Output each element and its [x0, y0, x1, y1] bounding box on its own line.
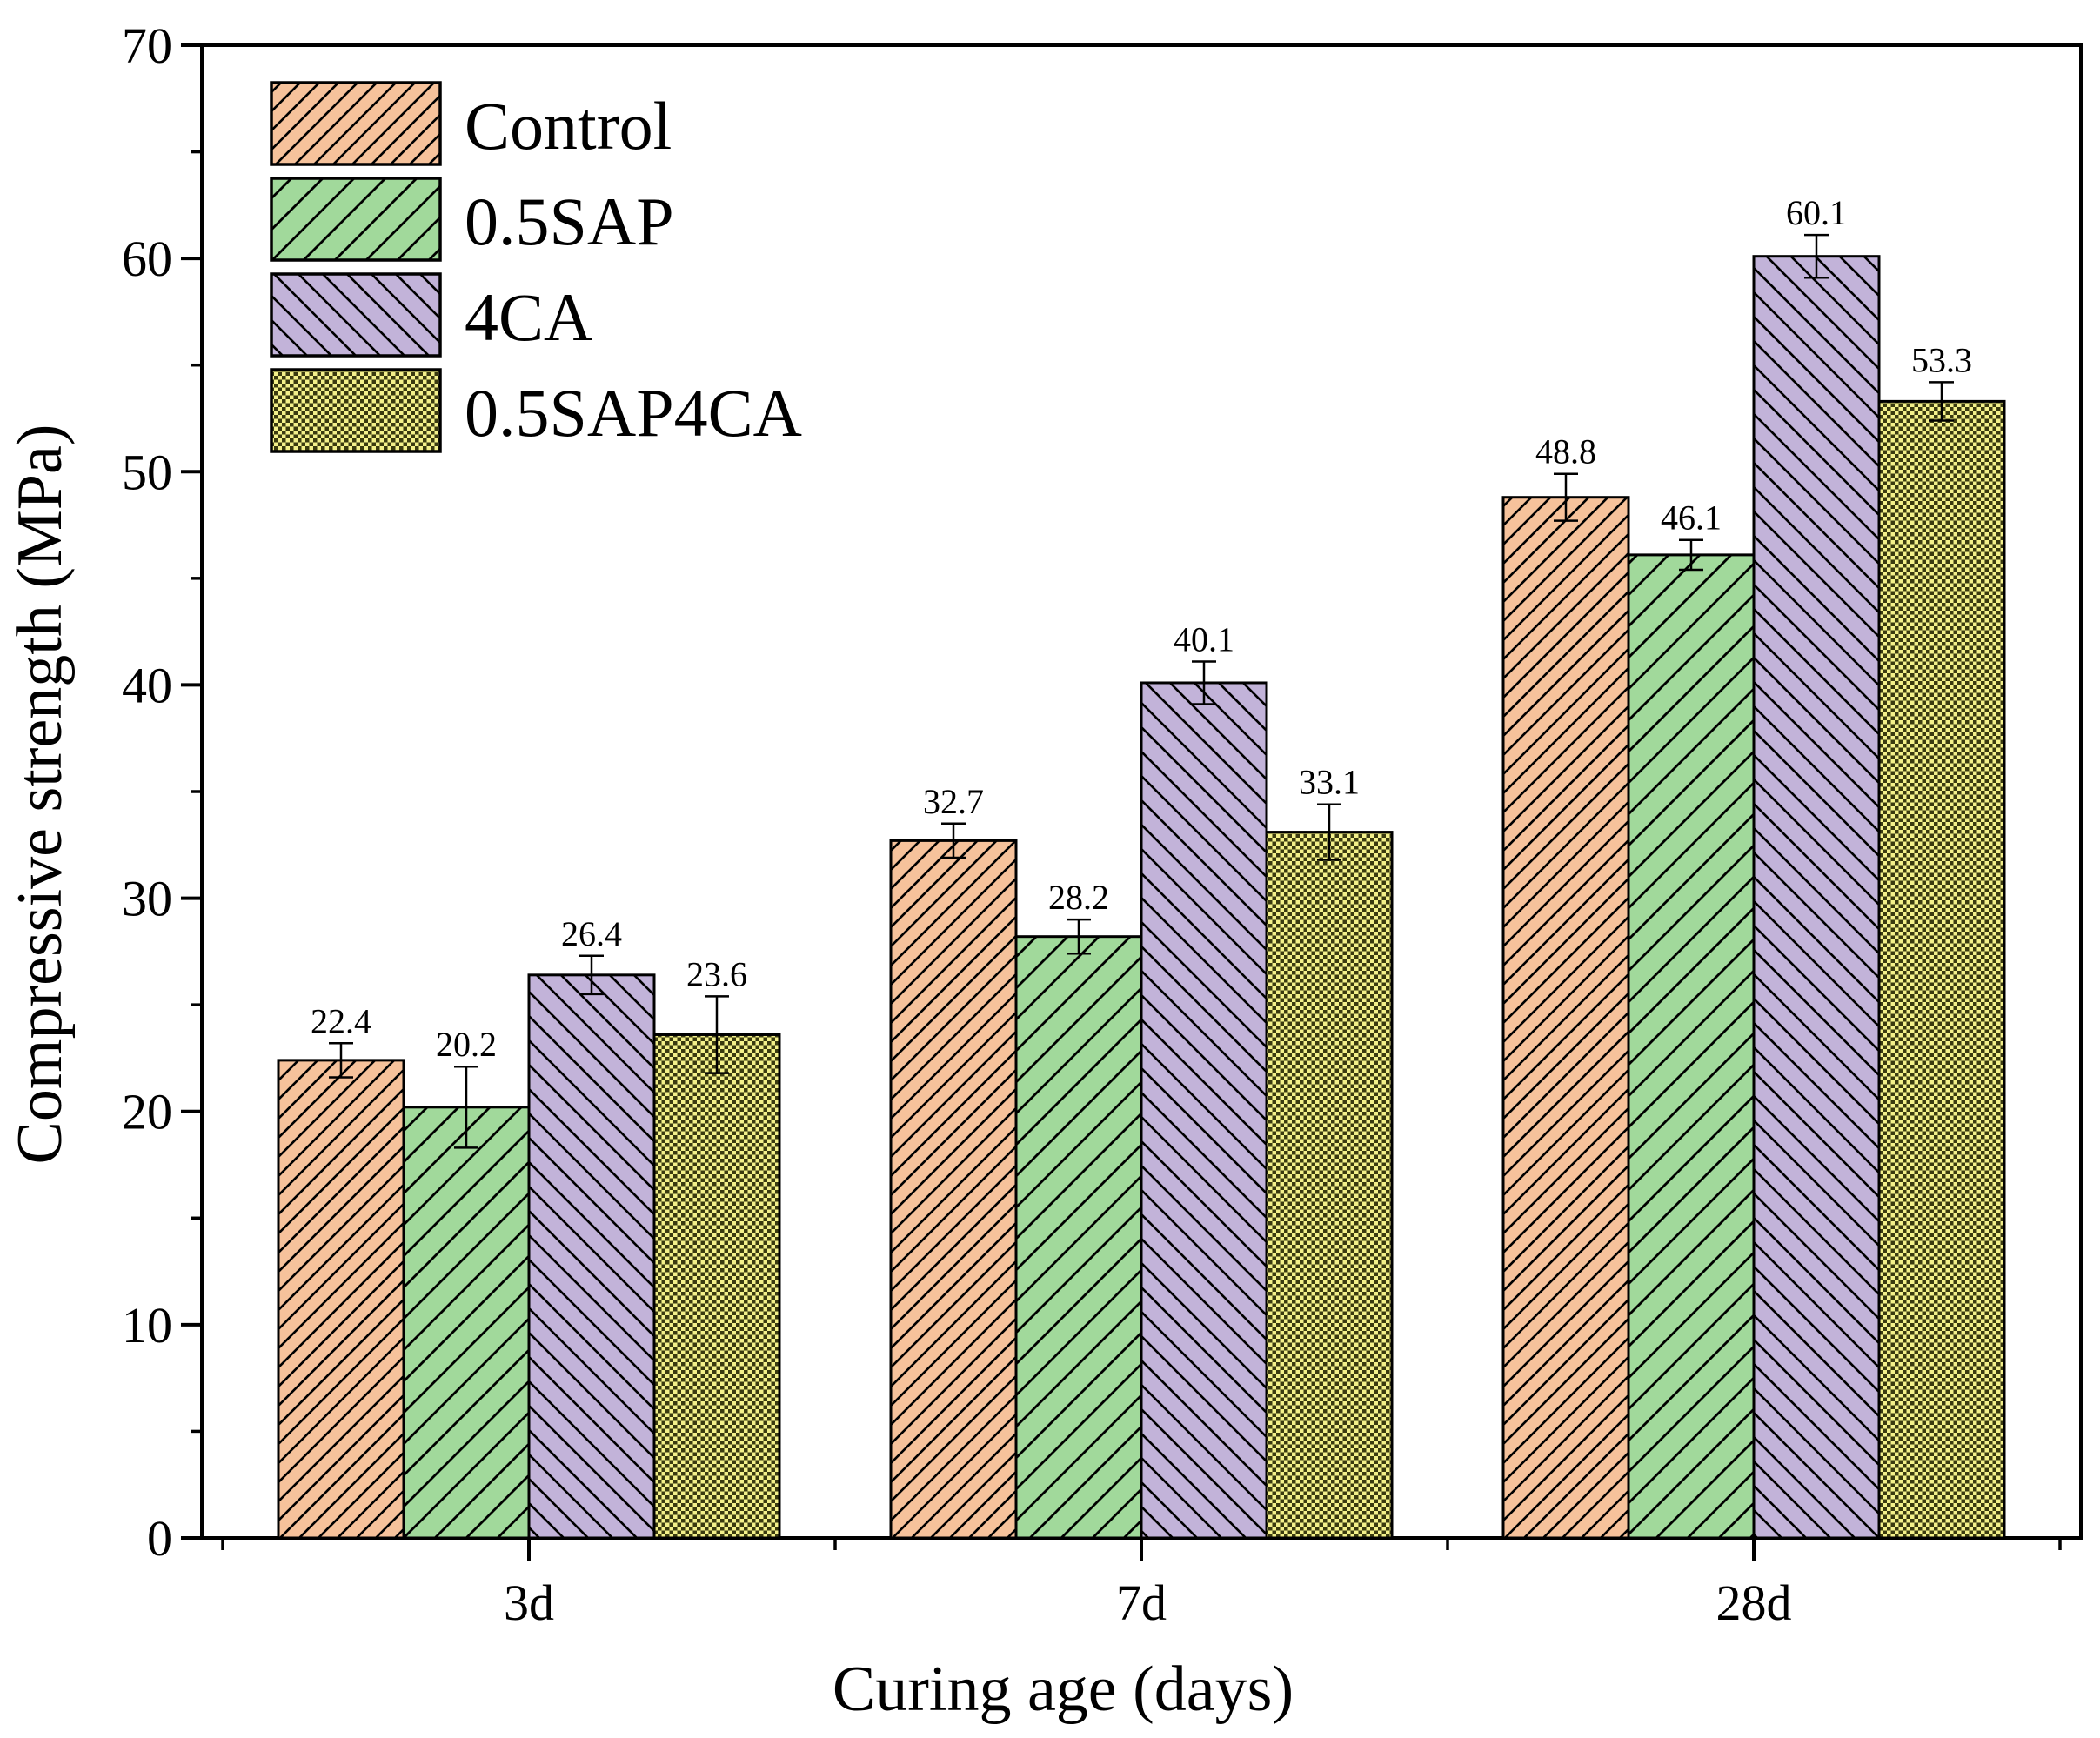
bar-0-5sap-3d	[402, 1106, 531, 1540]
data-label-control: 48.8	[1535, 432, 1596, 471]
data-label-0-5sap4ca: 23.6	[686, 954, 747, 993]
data-label-control: 22.4	[311, 1001, 371, 1040]
bar-0-5sap4ca-3d	[652, 1033, 781, 1540]
y-tick-label: 70	[122, 17, 172, 74]
bar-0-5sap4ca-7d	[1265, 831, 1394, 1540]
data-label-4ca: 26.4	[561, 914, 622, 953]
data-label-4ca: 40.1	[1174, 619, 1234, 658]
legend-label-0-5sap4ca: 0.5SAP4CA	[465, 375, 802, 451]
bar-0-5sap-7d	[1014, 935, 1143, 1540]
bar-4ca-3d	[527, 973, 656, 1540]
error-bars-group	[329, 233, 1954, 1149]
bar-control-28d	[1501, 496, 1630, 1540]
y-axis: 0 10 20 30 40 50 60 70	[122, 17, 202, 1567]
y-tick-label: 10	[122, 1297, 172, 1354]
y-tick-label: 0	[147, 1510, 172, 1567]
y-tick-label: 50	[122, 444, 172, 500]
y-tick-label: 60	[122, 231, 172, 287]
data-label-0-5sap: 28.2	[1048, 878, 1109, 917]
bar-4ca-28d	[1752, 255, 1881, 1540]
x-tick-label: 28d	[1716, 1574, 1792, 1631]
bar-control-3d	[277, 1059, 405, 1540]
legend-label-control: Control	[465, 88, 672, 164]
bar-4ca-7d	[1140, 681, 1268, 1540]
legend-swatch-control	[270, 81, 442, 166]
data-label-0-5sap4ca: 33.1	[1299, 763, 1360, 802]
data-label-4ca: 60.1	[1786, 193, 1847, 232]
legend-swatch-0-5sap4ca	[270, 368, 442, 453]
x-tick-label: 3d	[504, 1574, 554, 1631]
bar-0-5sap-28d	[1627, 553, 1756, 1540]
x-axis-title: Curing age (days)	[833, 1654, 1294, 1725]
x-tick-label: 7d	[1116, 1574, 1167, 1631]
data-label-0-5sap: 46.1	[1661, 498, 1722, 538]
bar-control-7d	[889, 839, 1018, 1540]
data-label-0-5sap: 20.2	[436, 1025, 497, 1064]
y-tick-label: 40	[122, 657, 172, 713]
legend-label-0-5sap: 0.5SAP	[465, 184, 674, 259]
y-tick-label: 20	[122, 1084, 172, 1140]
data-label-0-5sap4ca: 53.3	[1911, 340, 1972, 379]
x-axis: 3d 7d 28d	[221, 1538, 2062, 1631]
y-tick-label: 30	[122, 871, 172, 927]
data-labels-group: 22.4 32.7 48.8 20.2 28.2 46.1 26.4 40.1 60.1 23.6…	[311, 193, 1972, 1064]
bar-0-5sap4ca-28d	[1877, 399, 2006, 1540]
legend-label-4ca: 4CA	[465, 279, 592, 355]
legend-swatch-0-5sap	[270, 177, 442, 262]
bars-group	[277, 255, 2006, 1540]
legend-swatch-4ca	[270, 272, 442, 358]
data-label-control: 32.7	[923, 782, 984, 821]
y-axis-title: Compressive strength (MPa)	[4, 424, 76, 1165]
